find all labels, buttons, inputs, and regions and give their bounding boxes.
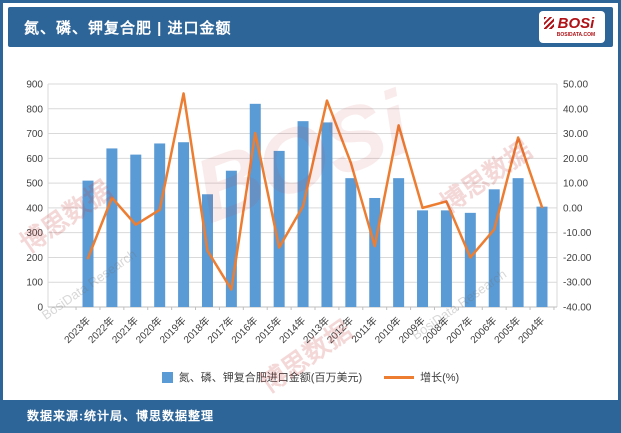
left-axis-tick: 200 [26, 253, 43, 264]
chart-area: BOSi 博思数据 博思数据 博思数据 BosiData Research Bo… [3, 47, 618, 399]
left-axis-tick: 800 [26, 104, 43, 115]
logo-stripes-icon [544, 17, 554, 29]
right-axis-tick: -40.00 [563, 303, 592, 314]
bar-2016年 [249, 103, 261, 307]
page-title: 氮、磷、钾复合肥 | 进口金额 [24, 19, 232, 37]
right-axis-tick: 20.00 [563, 154, 588, 165]
bar-2007年 [464, 212, 476, 307]
bar-2020年 [154, 143, 166, 307]
bar-2022年 [106, 148, 118, 307]
bar-2021年 [130, 154, 142, 307]
left-axis-tick: 100 [26, 278, 43, 289]
bar-2008年 [440, 210, 452, 307]
left-axis-tick: 0 [37, 303, 43, 314]
x-axis-label: 2004年 [515, 314, 547, 346]
right-axis-tick: -30.00 [563, 278, 592, 289]
right-axis-tick: 0.00 [563, 203, 583, 214]
bar-2005年 [512, 178, 524, 307]
x-axis-label: 2012年 [324, 314, 356, 346]
bar-2023年 [82, 180, 94, 307]
footer-bar: 数据来源:统计局、博思数据整理 [3, 400, 618, 430]
right-axis-tick: 30.00 [563, 129, 588, 140]
right-axis-tick: -20.00 [563, 253, 592, 264]
bar-2019年 [178, 142, 190, 307]
right-axis-tick: 10.00 [563, 179, 588, 190]
bar-2011年 [369, 197, 381, 307]
legend-line-swatch [384, 375, 415, 379]
data-source-note: 数据来源:统计局、博思数据整理 [27, 408, 214, 423]
left-axis-tick: 600 [26, 154, 43, 165]
bar-2013年 [321, 122, 333, 308]
combo-chart: 0 100 200 300 400 500 600 700 800 900 -40.00 -30.00… [26, 80, 592, 346]
right-axis-tick: -10.00 [563, 228, 592, 239]
chart-legend: 氮、磷、钾复合肥进口金额(百万美元) 增长(%) [3, 365, 618, 389]
legend-item: 氮、磷、钾复合肥进口金额(百万美元) [161, 369, 363, 385]
bar-2017年 [225, 170, 237, 307]
bosi-logo: BOSi BOSIDATA.COM [539, 11, 605, 43]
left-axis-tick: 700 [26, 129, 43, 140]
logo-text: BOSi [557, 15, 595, 32]
bar-2012年 [345, 178, 357, 307]
bar-2006年 [488, 189, 500, 307]
left-axis-tick: 900 [26, 80, 43, 91]
bar-2010年 [393, 178, 405, 307]
right-axis-tick: 40.00 [563, 104, 588, 115]
legend-label: 氮、磷、钾复合肥进口金额(百万美元) [178, 372, 363, 384]
right-axis-tick: 50.00 [563, 80, 588, 91]
left-axis-tick: 400 [26, 203, 43, 214]
left-axis-tick: 300 [26, 228, 43, 239]
bar-2015年 [273, 150, 285, 307]
header-bar: 氮、磷、钾复合肥 | 进口金额 BOSi BOSIDATA.COM [8, 7, 613, 47]
legend-item: 增长(%) [384, 369, 459, 385]
bar-2004年 [536, 206, 548, 307]
legend-bar-swatch [161, 371, 173, 383]
bar-2014年 [297, 121, 309, 308]
growth-line [86, 92, 544, 291]
logo-subtext: BOSIDATA.COM [556, 32, 596, 38]
legend-label: 增长(%) [420, 372, 460, 384]
bar-2009年 [417, 210, 429, 307]
left-axis-tick: 500 [26, 179, 43, 190]
